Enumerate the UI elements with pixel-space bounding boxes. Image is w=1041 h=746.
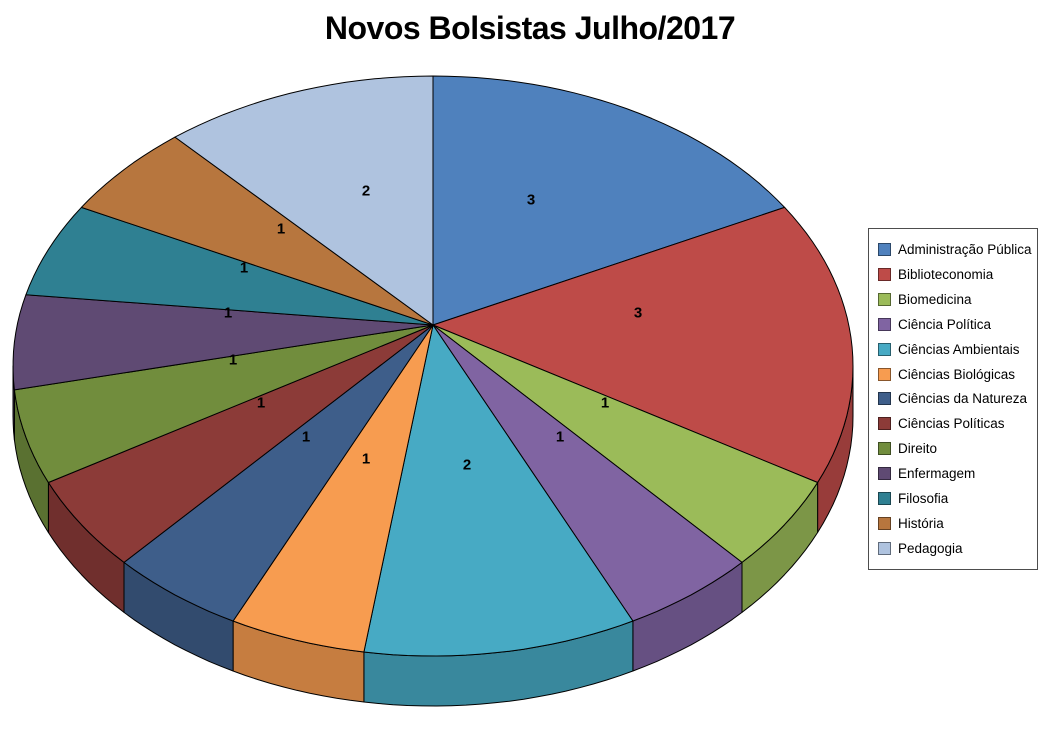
pie-slice-historia[interactable]: [80, 136, 434, 326]
pie-slice-enfermagem[interactable]: [12, 294, 434, 391]
slice-value-label-filosofia: 1: [240, 260, 248, 277]
legend-swatch-icon: [878, 242, 891, 256]
legend-label: Enfermagem: [898, 466, 976, 482]
legend-swatch-icon: [878, 467, 891, 481]
slice-value-label-historia: 1: [277, 221, 285, 238]
legend-item-pedagogia[interactable]: Pedagogia: [869, 541, 1037, 556]
legend-label: Biomedicina: [898, 291, 972, 307]
pie-slice-administracao-publica[interactable]: [432, 75, 786, 326]
pie-slice-ciencias-ambientais[interactable]: [363, 324, 634, 657]
pie-slice-direito[interactable]: [13, 324, 434, 483]
legend-item-administracao-publica[interactable]: Administração Pública: [869, 242, 1037, 257]
legend-label: Ciências Políticas: [898, 416, 1005, 432]
legend-label: Ciências Ambientais: [898, 341, 1020, 357]
legend-swatch-icon: [878, 517, 891, 531]
slice-value-label-biomedicina: 1: [601, 395, 609, 412]
pie-slice-ciencias-da-natureza[interactable]: [123, 324, 434, 622]
legend: Administração Pública Biblioteconomia Biom…: [868, 228, 1038, 570]
legend-swatch-icon: [878, 367, 891, 381]
slice-value-label-ciencia-politica: 1: [556, 429, 564, 446]
legend-item-historia[interactable]: História: [869, 516, 1037, 531]
pie-slice-ciencias-biologicas[interactable]: [232, 324, 434, 653]
pie-slice-biblioteconomia[interactable]: [432, 206, 854, 483]
chart-title: Novos Bolsistas Julho/2017: [324, 10, 736, 46]
legend-swatch-icon: [878, 442, 891, 456]
pie-slice-filosofia[interactable]: [25, 206, 434, 326]
slice-value-label-ciencias-biologicas: 1: [362, 451, 370, 468]
legend-label: Biblioteconomia: [898, 266, 994, 282]
slice-value-label-ciencias-da-natureza: 1: [302, 429, 310, 446]
legend-label: Administração Pública: [898, 241, 1032, 257]
legend-item-ciencias-biologicas[interactable]: Ciências Biológicas: [869, 367, 1037, 382]
legend-swatch-icon: [878, 342, 891, 356]
pie-slice-ciencias-politicas[interactable]: [47, 324, 434, 563]
legend-swatch-icon: [878, 541, 891, 555]
legend-label: Ciência Política: [898, 316, 992, 332]
legend-item-ciencias-da-natureza[interactable]: Ciências da Natureza: [869, 391, 1037, 406]
legend-item-ciencias-politicas[interactable]: Ciências Políticas: [869, 416, 1037, 431]
legend-swatch-icon: [878, 417, 891, 431]
legend-item-direito[interactable]: Direito: [869, 441, 1037, 456]
legend-item-ciencia-politica[interactable]: Ciência Política: [869, 317, 1037, 332]
pie-slice-ciencia-politica[interactable]: [432, 324, 743, 622]
legend-swatch-icon: [878, 492, 891, 506]
slice-value-label-pedagogia: 2: [362, 183, 370, 200]
legend-label: Ciências da Natureza: [898, 391, 1028, 407]
legend-label: Ciências Biológicas: [898, 366, 1016, 382]
slice-value-label-direito: 1: [229, 352, 237, 369]
slice-value-label-biblioteconomia: 3: [634, 305, 642, 322]
slice-value-label-administracao-publica: 3: [527, 192, 535, 209]
legend-item-biblioteconomia[interactable]: Biblioteconomia: [869, 267, 1037, 282]
slice-value-label-ciencias-ambientais: 2: [463, 457, 471, 474]
legend-label: Direito: [898, 441, 938, 457]
legend-swatch-icon: [878, 317, 891, 331]
legend-swatch-icon: [878, 267, 891, 281]
legend-label: Filosofia: [898, 491, 949, 507]
slice-value-label-ciencias-politicas: 1: [257, 395, 265, 412]
legend-item-ciencias-ambientais[interactable]: Ciências Ambientais: [869, 342, 1037, 357]
legend-label: Pedagogia: [898, 540, 963, 556]
legend-item-biomedicina[interactable]: Biomedicina: [869, 292, 1037, 307]
legend-item-enfermagem[interactable]: Enfermagem: [869, 466, 1037, 481]
pie-slice-biomedicina[interactable]: [432, 324, 819, 563]
legend-label: História: [898, 516, 944, 532]
legend-item-filosofia[interactable]: Filosofia: [869, 491, 1037, 506]
legend-swatch-icon: [878, 292, 891, 306]
pie-slice-pedagogia[interactable]: [174, 75, 434, 326]
legend-swatch-icon: [878, 392, 891, 406]
slice-value-label-enfermagem: 1: [224, 305, 232, 322]
